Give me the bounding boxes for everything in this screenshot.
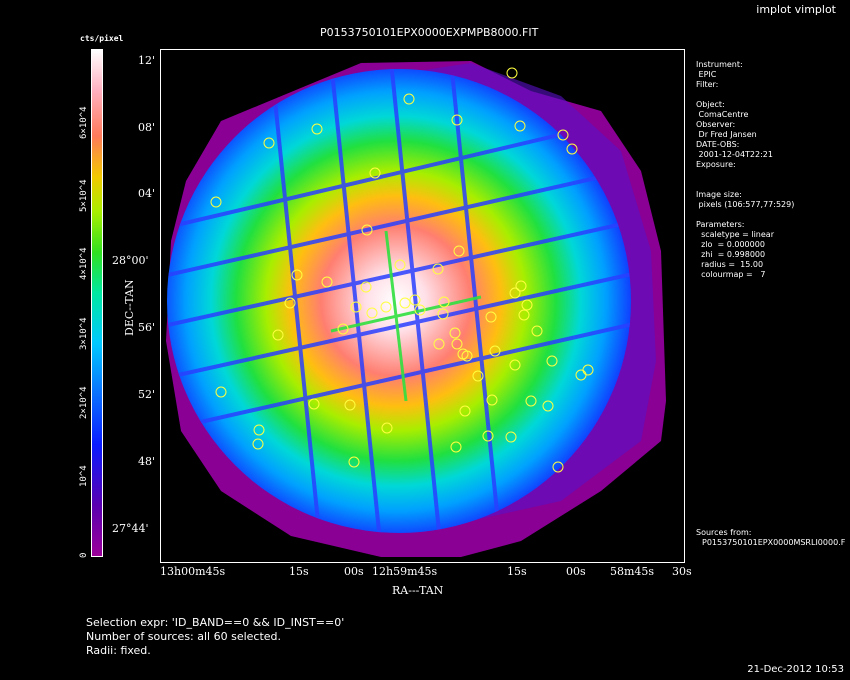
source-circle [321, 276, 333, 288]
source-circle [438, 296, 450, 308]
source-circle [432, 263, 444, 275]
source-circle [450, 441, 462, 453]
x-axis-label: RA---TAN [392, 584, 444, 597]
footer: Selection expr: 'ID_BAND==0 && ID_INST==… [86, 616, 344, 658]
source-count: Number of sources: all 60 selected. [86, 630, 282, 643]
colorbar [91, 49, 103, 557]
source-circle [394, 259, 406, 271]
source-circle [482, 430, 494, 442]
source-circle [546, 355, 558, 367]
source-circle [284, 297, 296, 309]
source-circle [252, 438, 264, 450]
source-circle [451, 338, 463, 350]
y-tick: 04' [138, 187, 156, 200]
info-panel: Instrument: EPIC Filter: Object: ComaCen… [696, 60, 795, 279]
source-circle [380, 301, 392, 313]
source-circle [509, 287, 521, 299]
source-circle [521, 299, 533, 311]
source-circle [509, 359, 521, 371]
colorbar-tick: 0 [79, 552, 89, 558]
x-tick: 15s [507, 565, 527, 578]
source-circle [531, 325, 543, 337]
source-circle [399, 297, 411, 309]
source-circle [459, 405, 471, 417]
source-circle [361, 224, 373, 236]
plot-title: P0153750101EPX0000EXPMPB8000.FIT [320, 26, 539, 39]
selection-expr: Selection expr: 'ID_BAND==0 && ID_INST==… [86, 616, 345, 629]
source-circle [515, 280, 527, 292]
source-circle [263, 137, 275, 149]
source-circle [486, 394, 498, 406]
source-circle [215, 386, 227, 398]
source-circle [337, 323, 349, 335]
y-tick: 28°00' [112, 254, 149, 267]
source-circle [381, 422, 393, 434]
x-tick: 58m45s [610, 565, 655, 578]
source-regions [210, 67, 594, 473]
source-circle [409, 294, 421, 306]
source-circle [403, 93, 415, 105]
x-tick: 13h00m45s [160, 565, 226, 578]
source-circle [557, 129, 569, 141]
colorbar-unit: cts/pixel [80, 34, 124, 43]
timestamp: 21-Dec-2012 10:53 [747, 664, 844, 675]
source-circle [542, 400, 554, 412]
source-circle [366, 307, 378, 319]
source-circle [518, 309, 530, 321]
y-tick: 52' [138, 388, 156, 401]
source-circle [453, 245, 465, 257]
source-circle [514, 120, 526, 132]
source-circle [566, 143, 578, 155]
source-circle [451, 114, 463, 126]
colorbar-tick: 10^4 [79, 465, 89, 487]
xray-image [166, 61, 666, 557]
source-circle [350, 301, 362, 313]
source-circle [308, 398, 320, 410]
source-circle [461, 350, 473, 362]
source-circle [506, 67, 518, 79]
sources-label: Sources from: [696, 528, 752, 537]
source-circle [433, 338, 445, 350]
source-circle [552, 461, 564, 473]
source-circle [291, 269, 303, 281]
source-circle [485, 311, 497, 323]
source-circle [489, 345, 501, 357]
source-circle [582, 364, 594, 376]
source-circle [437, 308, 449, 320]
y-tick: 56' [138, 321, 156, 334]
y-tick: 48' [138, 455, 156, 468]
source-circle [505, 431, 517, 443]
app-title: implot vimplot [756, 3, 836, 16]
y-tick: 12' [138, 54, 156, 67]
source-circle [311, 123, 323, 135]
source-circle [253, 424, 265, 436]
y-tick: 08' [138, 121, 156, 134]
source-circle [449, 327, 461, 339]
source-circle [472, 370, 484, 382]
colorbar-tick: 4×10^4 [79, 247, 89, 280]
source-circle [369, 167, 381, 179]
colorbar-tick: 5×10^4 [79, 179, 89, 212]
source-circle [525, 395, 537, 407]
x-tick: 00s [344, 565, 364, 578]
x-tick: 30s [672, 565, 692, 578]
colorbar-tick: 6×10^4 [79, 106, 89, 139]
source-circle [210, 196, 222, 208]
image-frame [160, 49, 685, 563]
source-circle [344, 399, 356, 411]
y-tick: 27°44' [112, 522, 149, 535]
sources-file: P0153750101EPX0000MSRLI0000.F [702, 538, 846, 547]
source-circle [272, 329, 284, 341]
y-axis-label: DEC--TAN [123, 279, 136, 336]
colorbar-tick: 3×10^4 [79, 317, 89, 350]
source-circle [414, 304, 426, 316]
radii-note: Radii: fixed. [86, 644, 151, 657]
source-circle [348, 456, 360, 468]
x-tick: 12h59m45s [372, 565, 438, 578]
source-circle [360, 281, 372, 293]
colorbar-tick: 2×10^4 [79, 386, 89, 419]
x-tick: 00s [566, 565, 586, 578]
x-tick: 15s [289, 565, 309, 578]
